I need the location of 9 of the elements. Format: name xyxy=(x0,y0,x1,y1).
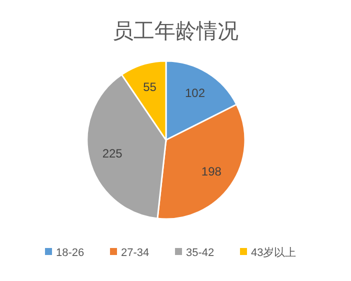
chart-title: 员工年龄情况 xyxy=(112,20,238,43)
legend-label: 18-26 xyxy=(56,247,84,259)
data-label: 198 xyxy=(201,164,222,179)
legend-label: 27-34 xyxy=(121,247,150,259)
data-label: 225 xyxy=(102,146,123,160)
data-label: 102 xyxy=(185,86,206,100)
legend-label: 35-42 xyxy=(186,247,214,259)
data-label: 55 xyxy=(143,80,157,94)
legend-label: 43岁以上 xyxy=(251,246,296,259)
